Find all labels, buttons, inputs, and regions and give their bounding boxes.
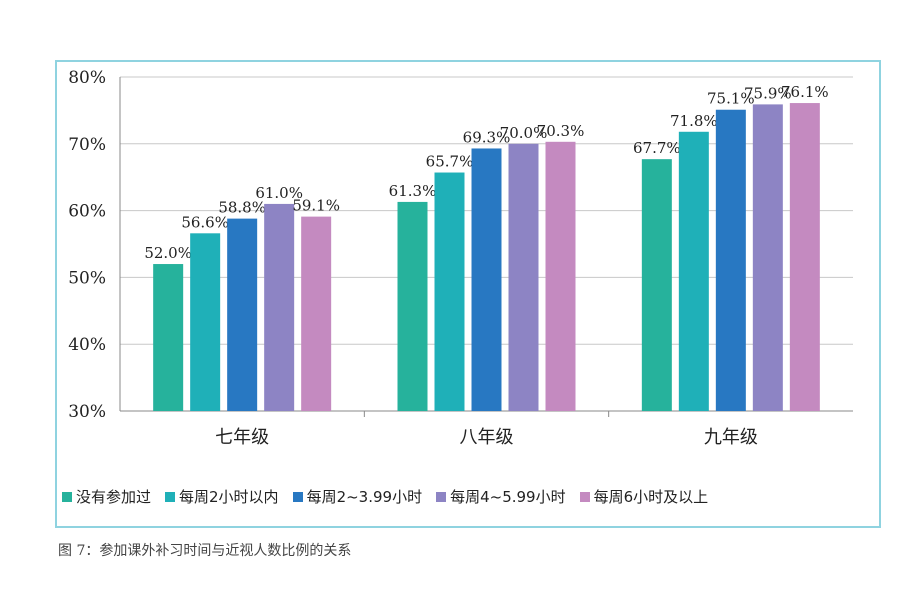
- bar: [264, 203, 295, 411]
- figure-caption: 图 7：参加课外补习时间与近视人数比例的关系: [58, 543, 352, 559]
- legend-label: 没有参加过: [76, 488, 152, 506]
- legend-swatch: [579, 491, 590, 502]
- bar: [397, 201, 428, 411]
- bar: [508, 143, 539, 412]
- data-label: 67.7%: [633, 139, 681, 157]
- bar: [715, 109, 746, 412]
- data-label: 70.0%: [500, 124, 548, 142]
- y-tick-label: 60%: [68, 202, 106, 222]
- y-tick-label: 40%: [68, 335, 106, 355]
- bar: [190, 233, 221, 411]
- bar: [545, 141, 576, 411]
- data-label: 75.1%: [707, 90, 755, 108]
- data-label: 56.6%: [181, 213, 229, 231]
- x-tick-label: 七年级: [215, 427, 269, 448]
- legend-label: 每周2~3.99小时: [306, 488, 423, 506]
- legend-label: 每周4~5.99小时: [450, 488, 566, 506]
- data-label: 76.1%: [781, 83, 829, 101]
- y-tick-label: 70%: [68, 135, 106, 155]
- bar: [301, 216, 332, 411]
- legend-item: 每周4~5.99小时: [436, 486, 566, 507]
- legend-label: 每周2小时以内: [179, 488, 279, 506]
- data-label: 65.7%: [426, 153, 474, 171]
- bar: [471, 148, 502, 411]
- legend-label: 每周6小时及以上: [593, 488, 709, 506]
- data-label: 75.9%: [744, 84, 792, 102]
- legend-item: 每周6小时及以上: [579, 486, 709, 507]
- x-tick-label: 九年级: [704, 427, 758, 448]
- bar: [678, 131, 709, 411]
- legend-item: 没有参加过: [62, 486, 151, 507]
- chart-legend: 没有参加过 每周2小时以内 每周2~3.99小时 每周4~5.99小时 每周6小时及以上: [62, 486, 708, 507]
- data-label: 58.8%: [218, 199, 266, 217]
- bar: [641, 159, 672, 411]
- data-label: 59.1%: [292, 197, 340, 215]
- bar: [153, 264, 184, 411]
- legend-swatch: [165, 491, 176, 502]
- data-label: 71.8%: [670, 112, 718, 130]
- bar: [434, 172, 465, 411]
- legend-swatch: [292, 491, 303, 502]
- data-label: 69.3%: [463, 128, 511, 146]
- legend-swatch: [436, 491, 447, 502]
- data-label: 61.0%: [255, 184, 303, 202]
- y-tick-label: 50%: [68, 268, 106, 288]
- data-label: 52.0%: [144, 244, 192, 262]
- bar: [227, 218, 258, 411]
- legend-item: 每周2小时以内: [165, 486, 279, 507]
- y-tick-label: 80%: [68, 68, 106, 88]
- bar: [789, 103, 820, 411]
- x-tick-label: 八年级: [460, 427, 514, 448]
- data-label: 70.3%: [537, 122, 585, 140]
- data-label: 61.3%: [389, 182, 437, 200]
- y-tick-label: 30%: [68, 402, 106, 422]
- legend-item: 每周2~3.99小时: [292, 486, 423, 507]
- bar: [752, 104, 783, 411]
- legend-swatch: [62, 491, 72, 502]
